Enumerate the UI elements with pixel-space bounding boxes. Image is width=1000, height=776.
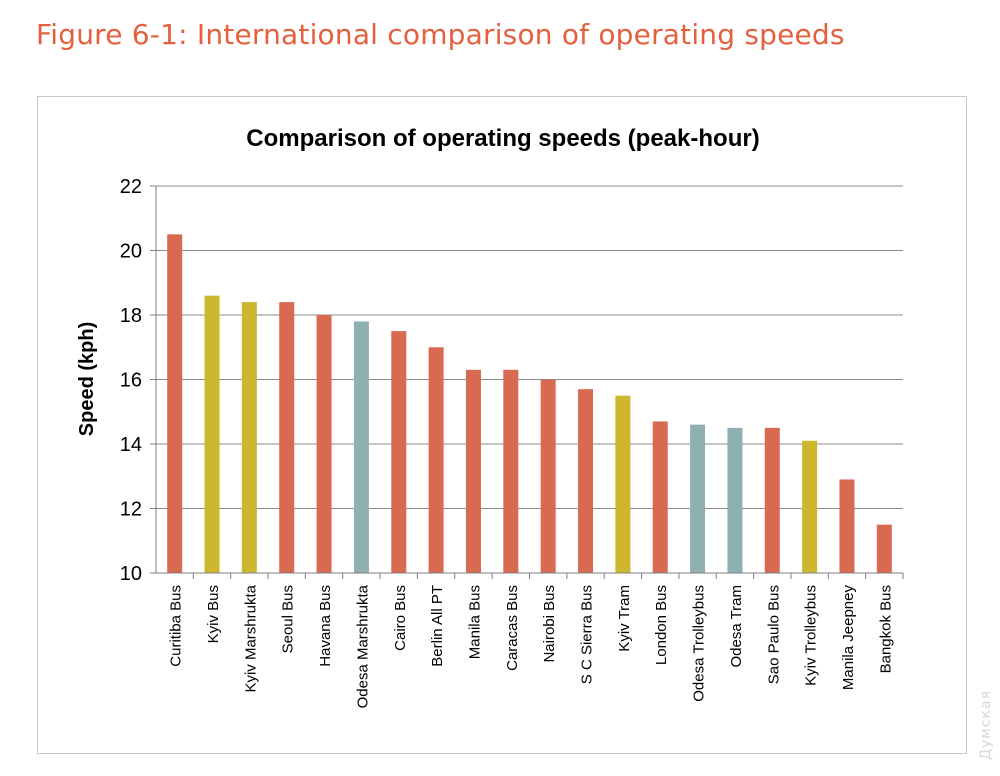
y-axis-label: Speed (kph) [76,322,98,436]
bar [578,389,594,573]
figure-caption: Figure 6-1: International comparison of … [36,18,845,51]
bar [690,424,706,573]
x-tick-label: Berlin All PT [429,585,446,667]
x-tick-label: Odesa Tram [728,585,745,668]
bar [540,379,556,573]
y-tick-label: 12 [120,499,142,521]
x-tick-label: Sao Paulo Bus [765,585,782,684]
bar [279,302,295,573]
x-tick-label: Odesa Trolleybus [691,585,708,702]
x-tick-label: Nairobi Bus [541,585,558,663]
bar [503,369,519,573]
x-tick-label: Manila Bus [466,585,483,659]
x-tick-label: Kyiv Marshrukta [242,584,259,692]
bar [353,321,369,573]
x-tick-label: Curitiba Bus [168,585,185,667]
bar [241,302,257,573]
x-tick-label: Havana Bus [317,585,334,667]
y-tick-label: 10 [120,563,142,585]
x-tick-label: Bangkok Bus [877,585,894,673]
bar [615,395,631,573]
x-tick-label: Cairo Bus [392,585,409,651]
x-tick-label: Manila Jeepney [840,585,857,691]
bar [391,331,407,573]
y-tick-label: 16 [120,370,142,392]
bar [167,234,183,573]
bar [876,524,892,573]
y-tick-label: 22 [120,176,142,198]
bar [316,315,332,573]
bar [727,427,743,573]
bar [465,369,481,573]
bar [839,479,855,573]
y-tick-label: 14 [120,434,142,456]
y-tick-label: 20 [120,241,142,263]
y-tick-label: 18 [120,305,142,327]
x-tick-label: Odesa Marshrukta [354,584,371,708]
watermark: Думская [978,690,994,760]
chart-frame: Comparison of operating speeds (peak-hou… [37,96,967,754]
bar [652,421,668,573]
x-tick-label: Seoul Bus [280,585,297,653]
bar [428,347,444,573]
x-tick-label: Kyiv Tram [616,585,633,652]
x-tick-label: Kyiv Bus [205,585,222,643]
bar [764,427,780,573]
x-tick-label: London Bus [653,585,670,665]
bar [802,440,818,573]
x-tick-label: Caracas Bus [504,585,521,671]
chart-title: Comparison of operating speeds (peak-hou… [246,125,759,152]
bar-chart: Comparison of operating speeds (peak-hou… [76,125,904,708]
bar [204,295,220,573]
x-tick-label: S C Sierra Bus [579,585,596,684]
x-tick-label: Kyiv Trolleybus [803,585,820,686]
